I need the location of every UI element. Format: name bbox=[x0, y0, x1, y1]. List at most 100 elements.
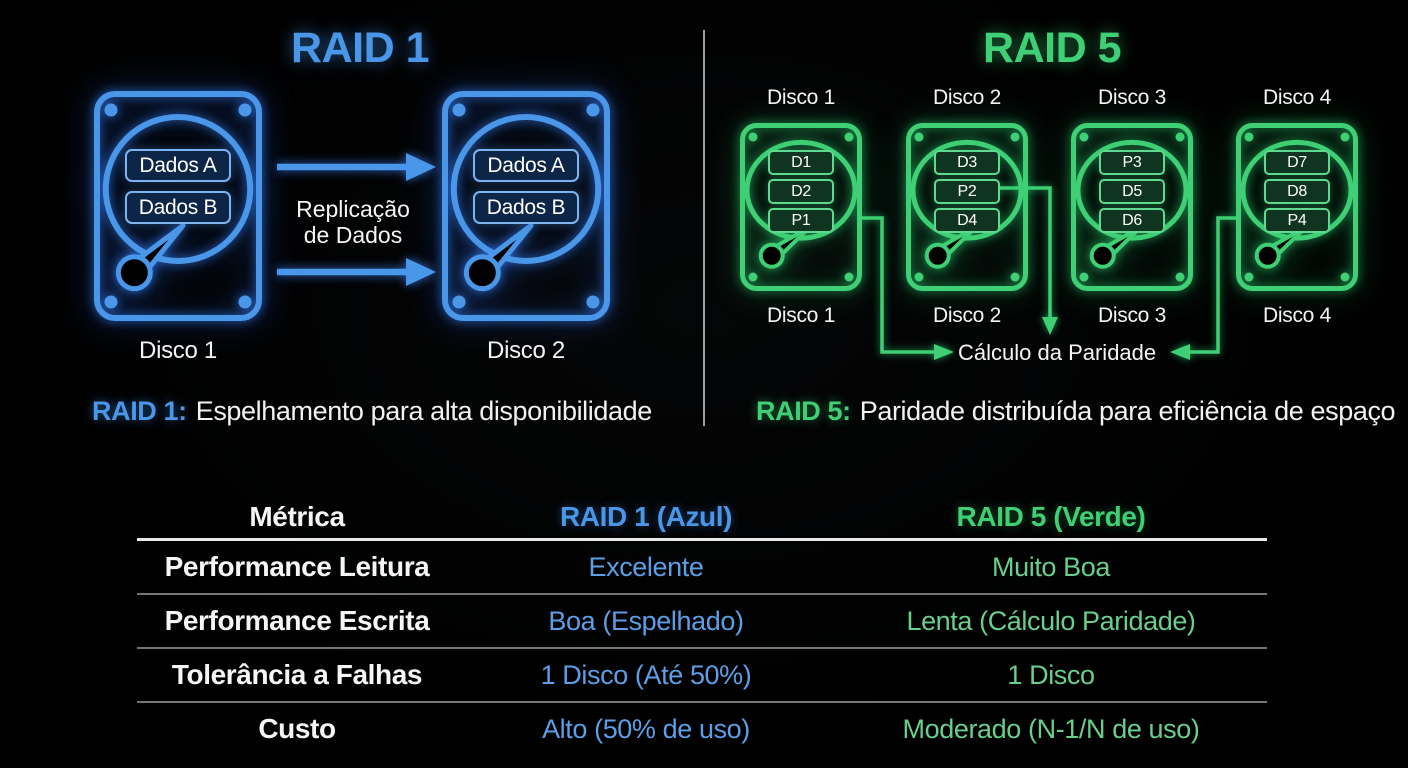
data-block: D1 bbox=[768, 150, 834, 175]
screw-icon bbox=[452, 295, 466, 309]
data-block: Dados A bbox=[473, 149, 579, 182]
cell-raid1: Excelente bbox=[588, 551, 704, 582]
table-row: Custo Alto (50% de uso) Moderado (N-1/N de… bbox=[137, 703, 1267, 755]
screw-icon bbox=[748, 272, 758, 282]
screw-icon bbox=[586, 295, 600, 309]
comparison-table: Métrica RAID 1 (Azul) RAID 5 (Verde) Per… bbox=[137, 495, 1267, 755]
actuator-pivot-icon bbox=[924, 242, 951, 269]
raid5-disk-label-top: Disco 3 bbox=[1098, 86, 1166, 109]
cell-raid5: 1 Disco bbox=[1007, 659, 1095, 690]
disk-body bbox=[1236, 123, 1358, 291]
raid5-caption: RAID 5: Paridade distribuída para eficiên… bbox=[756, 396, 1396, 427]
raid5-caption-text: Paridade distribuída para eficiência de … bbox=[859, 396, 1396, 426]
screw-icon bbox=[586, 103, 600, 117]
screw-icon bbox=[1079, 272, 1089, 282]
raid1-caption-prefix: RAID 1: bbox=[92, 396, 187, 426]
actuator-pivot-icon bbox=[115, 254, 153, 292]
cell-raid1: 1 Disco (Até 50%) bbox=[540, 659, 752, 690]
raid5-disk-3: P3 D5 D6 bbox=[1071, 123, 1193, 291]
raid1-disk-2: Dados A Dados B bbox=[442, 91, 610, 321]
raid5-disk-label-bottom: Disco 1 bbox=[767, 304, 835, 327]
raid1-caption: RAID 1: Espelhamento para alta disponibil… bbox=[92, 396, 652, 427]
screw-icon bbox=[238, 295, 252, 309]
screw-icon bbox=[452, 103, 466, 117]
raid5-disk-label-top: Disco 2 bbox=[933, 86, 1001, 109]
data-block: Dados B bbox=[125, 191, 231, 224]
disk-body bbox=[1071, 123, 1193, 291]
data-block: D7 bbox=[1264, 150, 1330, 175]
header-raid1: RAID 1 (Azul) bbox=[559, 500, 733, 532]
data-block-stack: D3 P2 D4 bbox=[906, 150, 1028, 233]
screw-icon bbox=[1175, 272, 1185, 282]
arrow-left-icon bbox=[1170, 344, 1190, 360]
screw-icon bbox=[1340, 272, 1350, 282]
data-block-stack: P3 D5 D6 bbox=[1071, 150, 1193, 233]
cell-raid1: Alto (50% de uso) bbox=[542, 713, 750, 744]
actuator-pivot-icon bbox=[463, 254, 501, 292]
table-body: Performance Leitura Excelente Muito Boa Per… bbox=[137, 541, 1267, 755]
data-block: P2 bbox=[934, 179, 1000, 204]
cell-metric: Performance Leitura bbox=[164, 551, 430, 582]
screw-icon bbox=[844, 132, 854, 142]
disk-body bbox=[740, 123, 862, 291]
connector-arrows-layer bbox=[277, 153, 1238, 360]
arrow-down-icon bbox=[1042, 317, 1058, 335]
raid5-disk-4: D7 D8 P4 bbox=[1236, 123, 1358, 291]
disk-body bbox=[442, 91, 610, 321]
raid5-disk-1: D1 D2 P1 bbox=[740, 123, 862, 291]
table-row: Performance Escrita Boa (Espelhado) Lenta … bbox=[137, 595, 1267, 649]
arrow-right-icon bbox=[406, 258, 436, 286]
cell-metric: Custo bbox=[258, 713, 336, 744]
raid5-title: RAID 5 bbox=[983, 24, 1121, 72]
data-block-stack: D7 D8 P4 bbox=[1236, 150, 1358, 233]
data-block: D5 bbox=[1099, 179, 1165, 204]
raid1-caption-text: Espelhamento para alta disponibilidade bbox=[195, 396, 653, 426]
platter-icon bbox=[102, 113, 254, 264]
raid1-disk-label: Disco 1 bbox=[139, 337, 217, 364]
screw-icon bbox=[238, 103, 252, 117]
raid5-disk-2: D3 P2 D4 bbox=[906, 123, 1028, 291]
cell-raid5: Moderado (N-1/N de uso) bbox=[902, 713, 1200, 744]
cell-raid5: Lenta (Cálculo Paridade) bbox=[906, 605, 1196, 636]
data-block: D3 bbox=[934, 150, 1000, 175]
parity-connectors bbox=[860, 186, 1238, 360]
screw-icon bbox=[104, 295, 118, 309]
raid1-title: RAID 1 bbox=[291, 24, 429, 72]
raid1-disk-1: Dados A Dados B bbox=[94, 91, 262, 321]
data-block: P3 bbox=[1099, 150, 1165, 175]
actuator-pivot-icon bbox=[758, 242, 785, 269]
screw-icon bbox=[914, 132, 924, 142]
section-divider bbox=[703, 30, 705, 426]
arrow-right-icon bbox=[406, 153, 436, 181]
screw-icon bbox=[1010, 132, 1020, 142]
data-block-stack: D1 D2 P1 bbox=[740, 150, 862, 233]
data-block: D4 bbox=[934, 208, 1000, 233]
screw-icon bbox=[1010, 272, 1020, 282]
data-block: D6 bbox=[1099, 208, 1165, 233]
cell-metric: Performance Escrita bbox=[164, 605, 430, 636]
screw-icon bbox=[748, 132, 758, 142]
data-block: D2 bbox=[768, 179, 834, 204]
raid5-disk-label-top: Disco 4 bbox=[1263, 86, 1331, 109]
cell-raid5: Muito Boa bbox=[992, 551, 1110, 582]
header-raid5: RAID 5 (Verde) bbox=[956, 500, 1146, 532]
screw-icon bbox=[1244, 132, 1254, 142]
screw-icon bbox=[844, 272, 854, 282]
actuator-pivot-icon bbox=[1254, 242, 1281, 269]
screw-icon bbox=[1340, 132, 1350, 142]
screw-icon bbox=[104, 103, 118, 117]
screw-icon bbox=[914, 272, 924, 282]
screw-icon bbox=[1079, 132, 1089, 142]
data-block: P1 bbox=[768, 208, 834, 233]
replication-label-line1: Replicação bbox=[296, 196, 410, 222]
data-block: Dados B bbox=[473, 191, 579, 224]
header-metric: Métrica bbox=[249, 500, 345, 532]
table-row: Performance Leitura Excelente Muito Boa bbox=[137, 541, 1267, 595]
data-block: D8 bbox=[1264, 179, 1330, 204]
raid1-disk-label: Disco 2 bbox=[487, 337, 565, 364]
raid5-disk-label-bottom: Disco 4 bbox=[1263, 304, 1331, 327]
data-block-stack: Dados A Dados B bbox=[442, 149, 610, 224]
raid5-caption-prefix: RAID 5: bbox=[756, 396, 851, 426]
raid5-disk-label-bottom: Disco 2 bbox=[933, 304, 1001, 327]
